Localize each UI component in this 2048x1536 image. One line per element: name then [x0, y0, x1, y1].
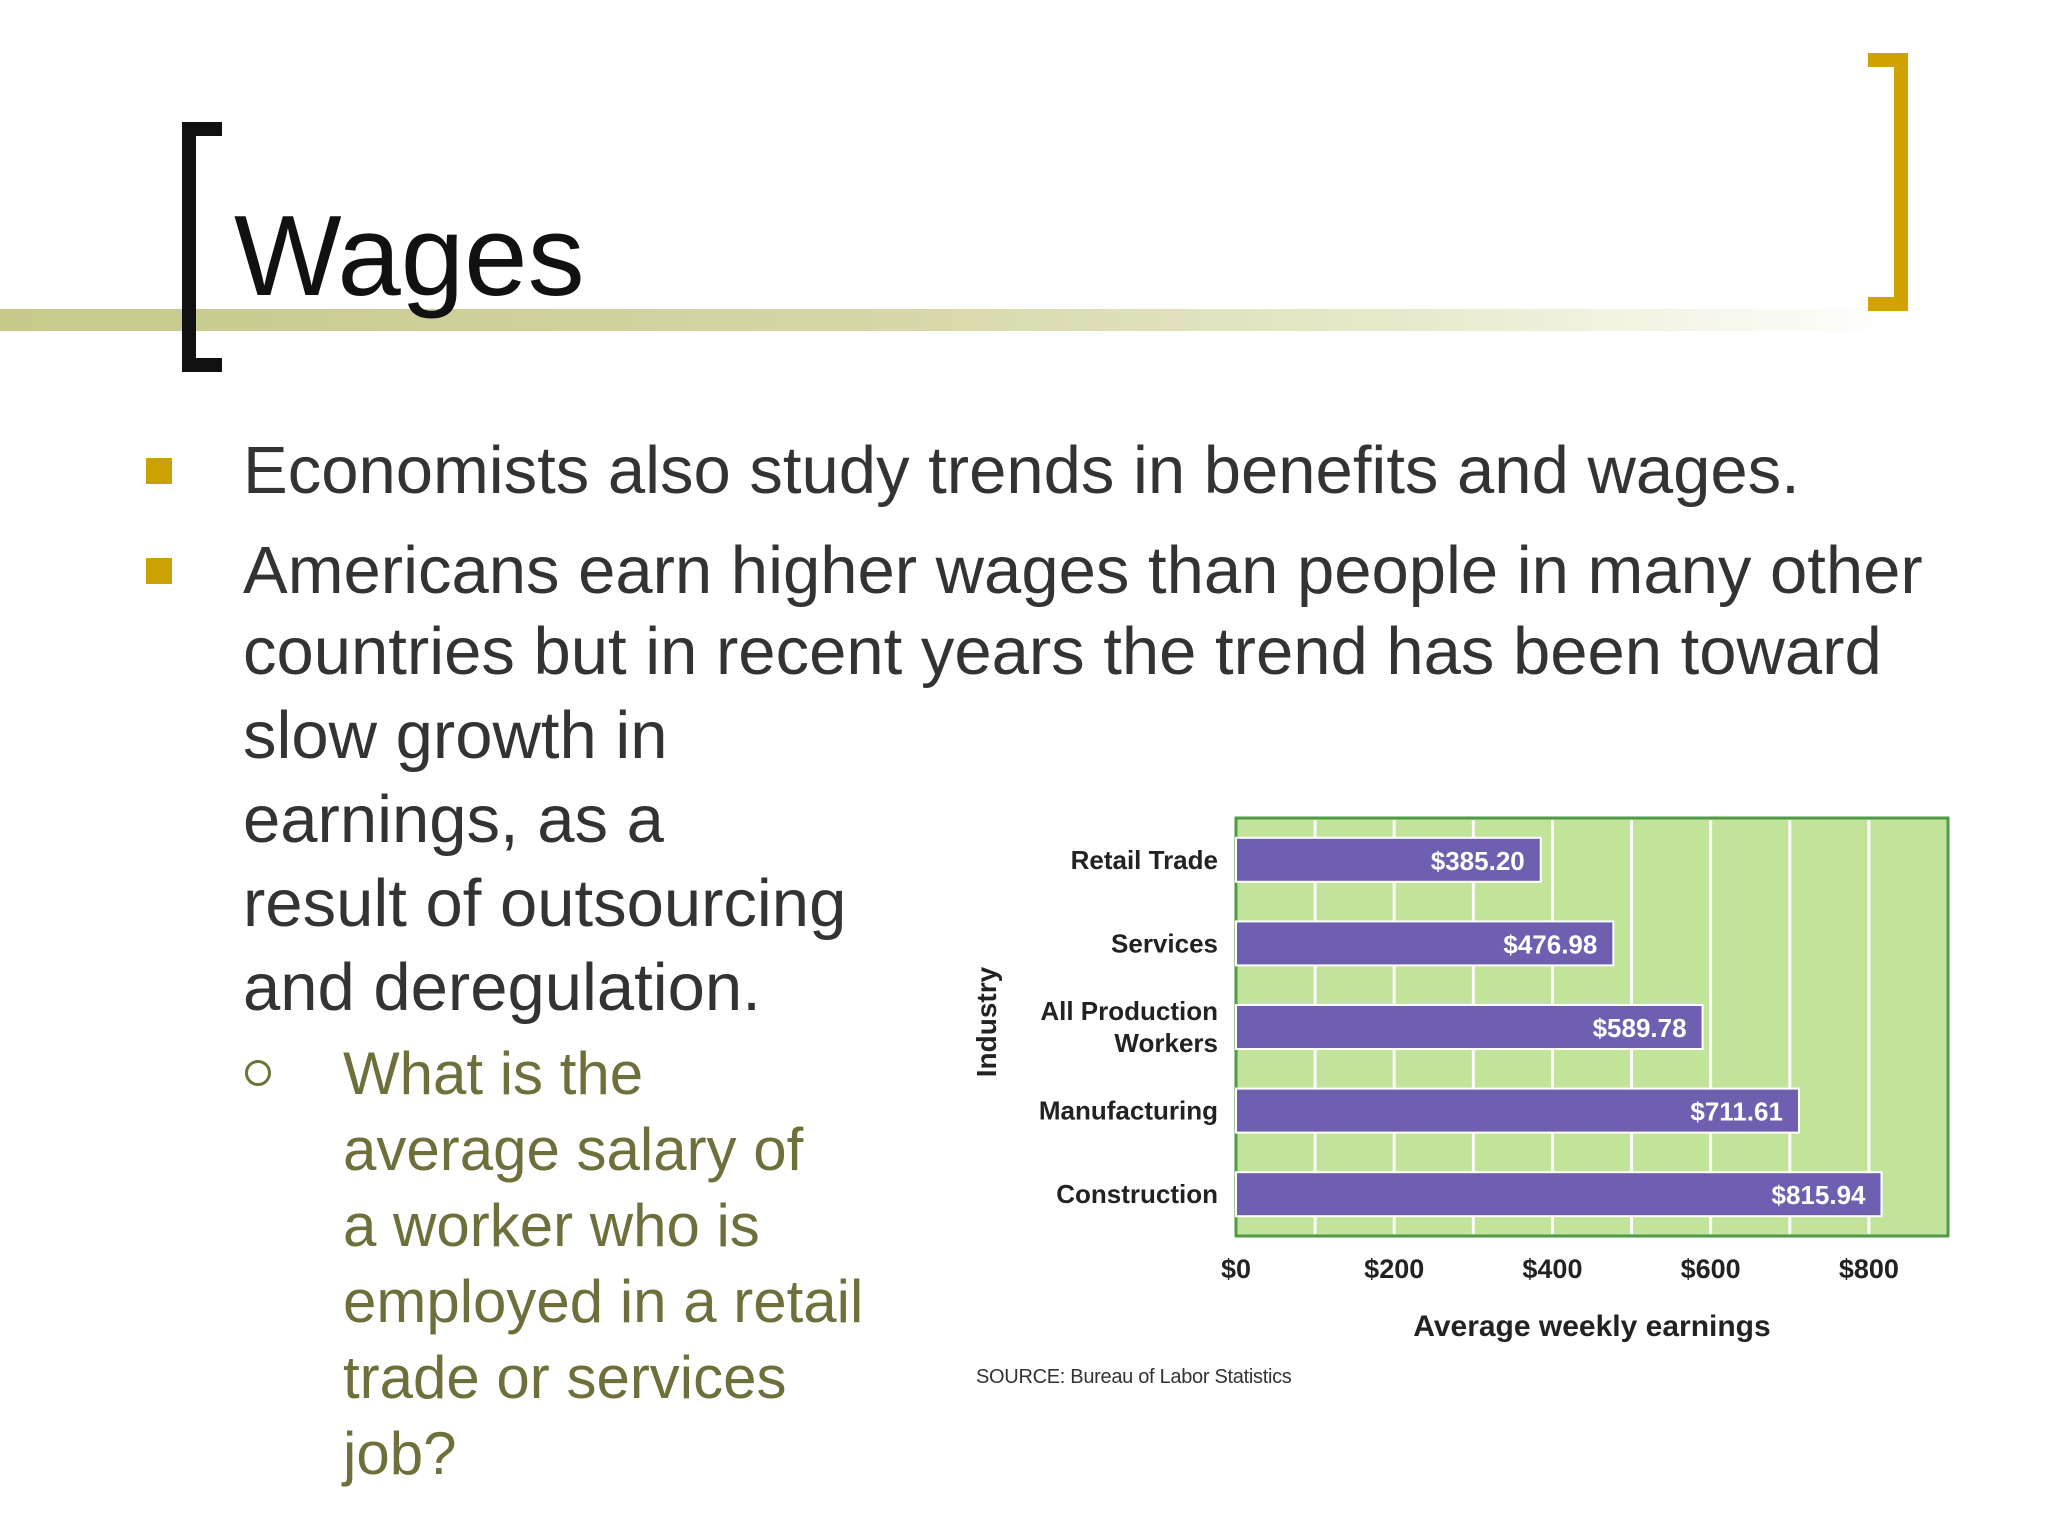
chart-svg: $385.20 Retail Trade $476.98 Services $589.7… — [971, 816, 1950, 1343]
bar-data-label: $711.61 — [1690, 1097, 1783, 1127]
x-tick-label: $800 — [1839, 1254, 1899, 1284]
bullet-text-2-line: earnings, as a — [243, 782, 664, 857]
x-tick-label: $400 — [1522, 1254, 1582, 1284]
x-tick-label: $200 — [1364, 1254, 1424, 1284]
slide-title: Wages — [234, 193, 585, 320]
bullet-text-1: Economists also study trends in benefits… — [243, 433, 1800, 508]
x-axis-title: Average weekly earnings — [1413, 1310, 1770, 1343]
bar-data-label: $815.94 — [1772, 1180, 1867, 1210]
bar-data-label: $476.98 — [1503, 929, 1597, 959]
sub-bullet-line: a worker who is — [343, 1192, 760, 1259]
title-rule — [0, 309, 1900, 331]
hollow-circle-bullet-icon — [245, 1060, 271, 1086]
bullet-text-2-line: and deregulation. — [243, 950, 761, 1025]
sub-bullet-question: What is the average salary of a worker w… — [343, 1036, 933, 1492]
bar — [1235, 1087, 1800, 1134]
sub-bullet-line: job? — [343, 1420, 457, 1487]
y-axis-title: Industry — [971, 966, 1002, 1077]
sub-bullet-line: employed in a retail — [343, 1268, 864, 1335]
bullet-text-2: Americans earn higher wages than people … — [243, 533, 1923, 608]
right-bracket-decoration — [1868, 53, 1908, 311]
category-label: Retail Trade — [1071, 845, 1218, 875]
chart-source-note: SOURCE: Bureau of Labor Statistics — [976, 1366, 1292, 1388]
bullet-text-2-line: countries but in recent years the trend … — [243, 614, 1882, 689]
bar-data-label: $385.20 — [1431, 846, 1525, 876]
bullet-text-2-line: slow growth in — [243, 698, 668, 773]
bar — [1235, 1004, 1704, 1050]
x-tick-label: $600 — [1681, 1254, 1741, 1284]
category-label: Manufacturing — [1039, 1096, 1218, 1126]
sub-bullet-line: What is the — [343, 1040, 644, 1107]
category-label: Workers — [1114, 1028, 1218, 1058]
bar-data-label: $589.78 — [1593, 1013, 1687, 1043]
bar — [1235, 836, 1542, 883]
sub-bullet-line: average salary of — [343, 1116, 804, 1183]
bar — [1235, 1171, 1883, 1218]
bar — [1235, 920, 1615, 967]
category-label: Construction — [1056, 1179, 1218, 1209]
square-bullet-icon — [146, 458, 172, 484]
category-label: Services — [1111, 928, 1218, 958]
category-label: All Production — [1040, 996, 1218, 1026]
bullet-text-2-line: result of outsourcing — [243, 866, 847, 941]
left-bracket-decoration — [182, 122, 222, 372]
square-bullet-icon — [146, 558, 172, 584]
x-tick-label: $0 — [1221, 1254, 1251, 1284]
earnings-bar-chart: $385.20 Retail Trade $476.98 Services $589.7… — [960, 800, 1960, 1420]
sub-bullet-line: trade or services — [343, 1344, 787, 1411]
